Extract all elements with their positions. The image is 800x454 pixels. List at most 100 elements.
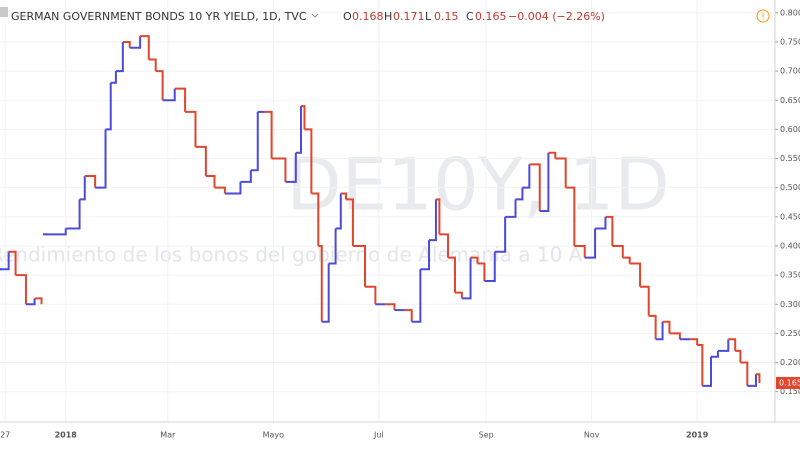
ohlc-value: 0.168	[352, 10, 384, 23]
x-tick-label: Mar	[160, 431, 176, 440]
price-bar	[110, 71, 117, 84]
price-bar	[105, 82, 112, 131]
y-tick-label: 0.350	[780, 271, 800, 280]
y-tick-label: 0.300	[780, 300, 800, 309]
price-bar	[8, 250, 17, 276]
price-bar	[454, 291, 463, 299]
price-bar	[629, 262, 642, 287]
price-bar	[328, 228, 337, 265]
price-bar	[271, 157, 287, 182]
y-tick-label: 0.700	[780, 67, 800, 76]
dropdown-arrow[interactable]	[311, 13, 319, 18]
y-tick-label: 0.150	[780, 387, 800, 396]
price-bar	[301, 105, 306, 130]
price-bar	[702, 356, 712, 387]
price-bar	[755, 373, 761, 383]
price-bar	[584, 228, 597, 259]
price-bar	[529, 163, 541, 211]
price-bar	[34, 297, 43, 305]
price-bar	[515, 187, 524, 201]
price-bar	[669, 332, 681, 340]
price-bar	[285, 152, 297, 183]
price-bar	[728, 338, 737, 351]
price-bar	[129, 36, 142, 49]
price-bar	[214, 186, 226, 194]
ohlc-label: C	[466, 10, 474, 23]
price-bar	[612, 244, 624, 258]
price-bar	[690, 338, 699, 346]
price-bar	[352, 244, 367, 287]
price-bar	[385, 303, 396, 311]
price-bar	[174, 87, 187, 112]
price-bar	[205, 175, 216, 188]
price-bar	[494, 216, 507, 253]
price-bar	[411, 269, 422, 323]
price-bar	[429, 199, 437, 242]
watermark: DE10Y, 1D	[286, 143, 670, 227]
price-bar	[565, 186, 576, 246]
price-bar	[335, 193, 342, 230]
price-bar	[522, 164, 531, 189]
price-bar	[484, 251, 496, 282]
price-bar	[697, 344, 704, 386]
price-bar	[470, 256, 479, 264]
x-tick-label: Sep	[479, 431, 494, 440]
y-tick-label: 0.650	[780, 96, 800, 105]
price-bar	[240, 170, 252, 183]
x-tick-label: Nov	[584, 431, 600, 440]
symbol-icon	[0, 7, 8, 17]
price-bar	[717, 339, 730, 352]
price-bar	[162, 88, 176, 102]
price-bar	[735, 349, 742, 363]
price-bar	[304, 128, 313, 194]
price-bar	[224, 181, 242, 195]
y-tick-label: 0.600	[780, 125, 800, 134]
price-bar	[710, 350, 719, 358]
price-bar	[321, 263, 330, 323]
price-bar	[195, 145, 207, 177]
ohlc-value: 0.171	[393, 10, 425, 23]
price-bar	[435, 198, 441, 235]
price-bar	[15, 274, 27, 305]
watermark-description: Rendimiento de los bonos del gobierno de…	[0, 243, 583, 267]
x-tick-label: 27	[0, 431, 10, 440]
price-bar	[155, 70, 164, 101]
ohlc-label: H	[384, 10, 392, 23]
price-bar	[662, 320, 671, 334]
price-bar	[148, 58, 157, 72]
price-bar	[555, 157, 567, 188]
price-bar	[122, 40, 131, 48]
y-tick-label: 0.200	[780, 358, 800, 367]
price-bar	[295, 106, 303, 154]
price-bar	[60, 228, 67, 236]
ohlc-value: 0.15	[434, 10, 459, 23]
price-bar	[115, 41, 124, 73]
price-bar	[477, 262, 486, 281]
x-tick-label: 2019	[686, 431, 709, 440]
price-bar	[747, 374, 757, 387]
x-tick-label: 2018	[55, 431, 78, 440]
price-bar	[539, 152, 550, 212]
price-bar	[365, 285, 377, 305]
x-tick-label: Jul	[373, 431, 384, 440]
alert-icon-mark: !	[761, 13, 765, 23]
ohlc-label: L	[425, 10, 432, 23]
price-bar	[25, 298, 36, 306]
alert-icon[interactable]	[756, 9, 770, 23]
y-tick-label: 0.800	[780, 8, 800, 17]
price-bar	[648, 314, 657, 340]
last-price-box	[776, 376, 800, 389]
y-tick-label: 0.550	[780, 154, 800, 163]
y-tick-label: 0.500	[780, 183, 800, 192]
price-bar	[622, 256, 631, 264]
y-tick-label: 0.450	[780, 212, 800, 221]
y-tick-label: 0.400	[780, 241, 800, 250]
price-bar	[420, 240, 431, 271]
price-bar	[640, 285, 650, 316]
price-bar	[740, 361, 749, 386]
price-bar	[264, 110, 273, 159]
price-bar	[79, 176, 86, 201]
price-bar	[65, 199, 81, 230]
price-bar	[345, 198, 354, 246]
